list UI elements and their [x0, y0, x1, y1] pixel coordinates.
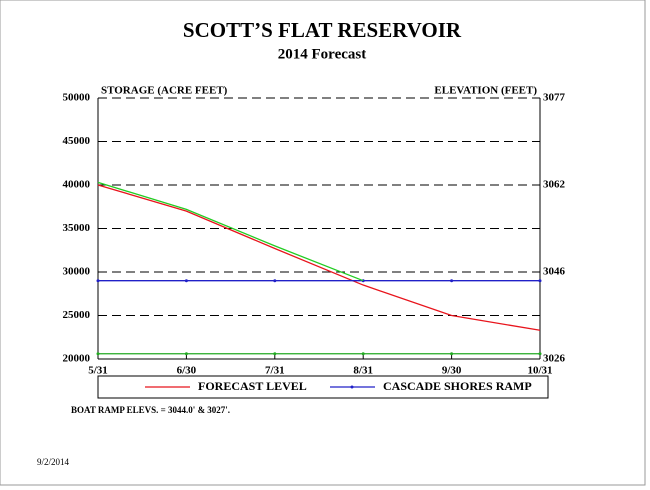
x-tick-label: 6/30: [177, 365, 197, 377]
y2-tick-label: 3026: [543, 353, 566, 365]
legend-box: [97, 375, 549, 399]
y-tick-label: 40000: [63, 179, 91, 191]
x-tick-label: 7/31: [265, 365, 285, 377]
series-marker: [538, 279, 542, 283]
x-tick-label: 10/31: [527, 365, 552, 377]
note: BOAT RAMP ELEVS. = 3044.0' & 3027'.: [71, 405, 230, 415]
series-marker: [450, 279, 454, 283]
y2-tick-label: 3077: [543, 92, 566, 104]
y-tick-label: 20000: [63, 353, 91, 365]
y-tick-label: 50000: [63, 92, 91, 104]
x-tick-label: 9/30: [442, 365, 462, 377]
series-line: [97, 184, 541, 331]
series-line: [97, 181, 364, 282]
series-marker: [361, 352, 365, 356]
y2-tick-label: 3062: [543, 179, 566, 191]
series-marker: [273, 279, 277, 283]
series-marker: [96, 279, 100, 283]
series-marker: [184, 352, 188, 356]
series-marker: [538, 352, 542, 356]
x-tick-label: 5/31: [88, 365, 108, 377]
y-tick-label: 25000: [63, 309, 91, 321]
legend-label: FORECAST LEVEL: [198, 379, 307, 393]
series-marker: [450, 352, 454, 356]
legend-label: CASCADE SHORES RAMP: [383, 379, 532, 393]
chart-title: SCOTT’S FLAT RESERVOIR: [183, 18, 462, 42]
series-marker: [273, 352, 277, 356]
legend-marker: [350, 385, 354, 389]
x-tick-label: 8/31: [353, 365, 373, 377]
y-tick-label: 45000: [63, 135, 91, 147]
chart-subtitle: 2014 Forecast: [278, 46, 366, 62]
y2-tick-label: 3046: [543, 266, 566, 278]
series-marker: [96, 352, 100, 356]
y2-axis-label: ELEVATION (FEET): [434, 85, 537, 97]
y-tick-label: 35000: [63, 222, 91, 234]
date: 9/2/2014: [37, 457, 70, 467]
series-marker: [184, 279, 188, 283]
y-tick-label: 30000: [63, 266, 91, 278]
y-axis-label: STORAGE (ACRE FEET): [101, 85, 228, 97]
